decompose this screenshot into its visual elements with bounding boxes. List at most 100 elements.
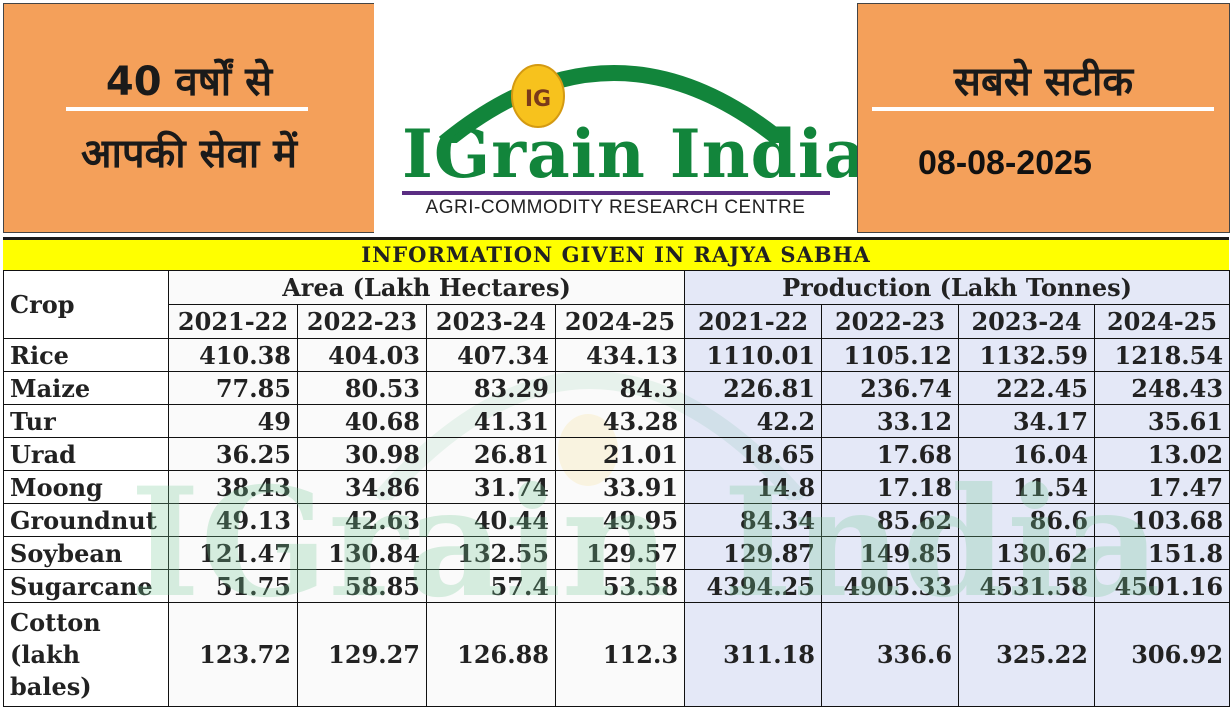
crop-name: Sugarcane	[3, 569, 169, 603]
area-value: 77.85	[168, 371, 298, 405]
production-value: 151.8	[1094, 536, 1231, 570]
area-value: 49	[168, 404, 298, 438]
area-value: 49.13	[168, 503, 298, 537]
logo-underline	[402, 191, 830, 195]
tagline-line-1: 40 वर्षों से	[105, 59, 273, 105]
header: 40 वर्षों से आपकी सेवा में IG IGrain Ind…	[0, 0, 1232, 237]
area-value: 21.01	[554, 437, 686, 471]
table-row: Soybean 121.47 130.84 132.55 129.57 129.87 149…	[3, 536, 1231, 570]
area-value: 38.43	[168, 470, 298, 504]
production-value: 33.12	[821, 404, 960, 438]
table-row: Rice 410.38 404.03 407.34 434.13 1110.01 1105.…	[3, 338, 1231, 372]
crop-name: Moong	[3, 470, 169, 504]
year-header: 2023-24	[426, 304, 556, 339]
tagline-panel-left: 40 वर्षों से आपकी सेवा में	[3, 3, 375, 233]
grain-badge-icon: IG	[511, 64, 565, 128]
area-value: 129.27	[297, 602, 427, 707]
production-value: 311.18	[684, 602, 823, 707]
production-value: 149.85	[821, 536, 960, 570]
production-value: 325.22	[958, 602, 1096, 707]
production-value: 1132.59	[958, 338, 1096, 372]
report-date: 08-08-2025	[918, 144, 1092, 182]
area-value: 410.38	[168, 338, 298, 372]
production-value: 1218.54	[1094, 338, 1231, 372]
year-header: 2024-25	[1094, 304, 1231, 339]
area-value: 404.03	[297, 338, 427, 372]
area-value: 434.13	[554, 338, 686, 372]
area-value: 53.58	[554, 569, 686, 603]
cotton-label-2: (lakh	[10, 639, 81, 669]
production-value: 1105.12	[821, 338, 960, 372]
table-row: Maize 77.85 80.53 83.29 84.3 226.81 236.74 222.…	[3, 371, 1231, 405]
crop-name: Rice	[3, 338, 169, 372]
area-value: 80.53	[297, 371, 427, 405]
area-value: 34.86	[297, 470, 427, 504]
production-value: 86.6	[958, 503, 1096, 537]
production-value: 226.81	[684, 371, 823, 405]
area-value: 126.88	[426, 602, 556, 707]
table-banner: INFORMATION GIVEN IN RAJYA SABHA	[3, 237, 1229, 271]
tagline-panel-right: सबसे सटीक 08-08-2025	[857, 3, 1230, 233]
table-row-cotton: Cotton (lakh bales) 123.72 129.27 126.88…	[3, 602, 1231, 707]
cotton-label-1: Cotton	[10, 607, 101, 637]
production-value: 222.45	[958, 371, 1096, 405]
area-value: 26.81	[426, 437, 556, 471]
production-value: 84.34	[684, 503, 823, 537]
year-header: 2022-23	[821, 304, 960, 339]
production-value: 236.74	[821, 371, 960, 405]
production-value: 1110.01	[684, 338, 823, 372]
cotton-label-3: bales)	[10, 671, 92, 701]
production-value: 248.43	[1094, 371, 1231, 405]
production-value: 129.87	[684, 536, 823, 570]
crop-name-cotton: Cotton (lakh bales)	[3, 602, 169, 707]
table-row: Urad 36.25 30.98 26.81 21.01 18.65 17.68 16.04 1…	[3, 437, 1231, 471]
production-value: 130.62	[958, 536, 1096, 570]
crop-name: Tur	[3, 404, 169, 438]
area-value: 121.47	[168, 536, 298, 570]
year-header: 2021-22	[168, 304, 298, 339]
production-value: 34.17	[958, 404, 1096, 438]
area-value: 132.55	[426, 536, 556, 570]
crop-name: Soybean	[3, 536, 169, 570]
divider	[872, 107, 1214, 111]
production-value: 11.54	[958, 470, 1096, 504]
table-row: Tur 49 40.68 41.31 43.28 42.2 33.12 34.17 35.61	[3, 404, 1231, 438]
crop-data-table: Crop Area (Lakh Hectares) Production (La…	[3, 270, 1231, 707]
production-value: 16.04	[958, 437, 1096, 471]
year-header: 2023-24	[958, 304, 1096, 339]
tagline-line-2: आपकी सेवा में	[80, 131, 298, 177]
production-value: 4394.25	[684, 569, 823, 603]
area-value: 33.91	[554, 470, 686, 504]
crop-name: Maize	[3, 371, 169, 405]
crop-name: Groundnut	[3, 503, 169, 537]
area-value: 42.63	[297, 503, 427, 537]
area-value: 83.29	[426, 371, 556, 405]
production-value: 4501.16	[1094, 569, 1231, 603]
production-value: 85.62	[821, 503, 960, 537]
production-value: 103.68	[1094, 503, 1231, 537]
divider	[66, 107, 308, 111]
logo-arc-icon	[438, 65, 790, 143]
area-value: 36.25	[168, 437, 298, 471]
production-header: Production (Lakh Tonnes)	[684, 270, 1231, 305]
production-value: 14.8	[684, 470, 823, 504]
area-value: 40.44	[426, 503, 556, 537]
area-value: 123.72	[168, 602, 298, 707]
production-value: 17.47	[1094, 470, 1231, 504]
logo-panel: IG IGrain India AGRI-COMMODITY RESEARCH …	[374, 3, 867, 233]
logo-subtitle: AGRI-COMMODITY RESEARCH CENTRE	[425, 197, 806, 218]
year-header: 2021-22	[684, 304, 823, 339]
area-value: 58.85	[297, 569, 427, 603]
year-header-row: 2021-22 2022-23 2023-24 2024-25 2021-22 …	[4, 304, 1231, 339]
production-value: 18.65	[684, 437, 823, 471]
area-value: 49.95	[554, 503, 686, 537]
area-value: 84.3	[554, 371, 686, 405]
area-value: 41.31	[426, 404, 556, 438]
area-value: 30.98	[297, 437, 427, 471]
area-value: 129.57	[554, 536, 686, 570]
production-value: 17.68	[821, 437, 960, 471]
area-value: 31.74	[426, 470, 556, 504]
area-value: 407.34	[426, 338, 556, 372]
year-header: 2024-25	[554, 304, 686, 339]
area-value: 51.75	[168, 569, 298, 603]
